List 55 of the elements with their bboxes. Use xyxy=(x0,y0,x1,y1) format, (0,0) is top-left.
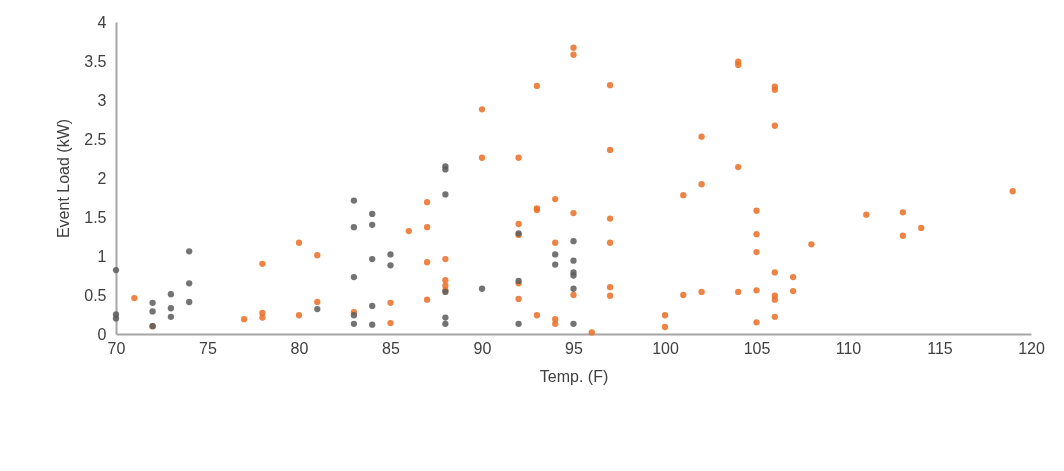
point xyxy=(369,321,376,328)
point xyxy=(570,320,577,328)
y-tick-label: 3.5 xyxy=(84,52,107,70)
y-tick-label: 4 xyxy=(97,13,107,31)
point xyxy=(369,221,376,228)
point xyxy=(570,257,577,264)
point xyxy=(350,223,358,231)
point xyxy=(350,320,358,328)
point xyxy=(167,305,175,312)
point xyxy=(570,238,577,245)
point xyxy=(186,280,193,287)
y-tick-label: 0.5 xyxy=(84,286,107,304)
y-tick-label: 0 xyxy=(97,325,107,343)
point xyxy=(112,266,120,274)
x-tick-label: 80 xyxy=(290,339,309,357)
point xyxy=(149,299,156,306)
point xyxy=(387,251,394,258)
point xyxy=(442,314,449,321)
x-axis-title: Temp. (F) xyxy=(539,367,609,385)
x-tick-label: 95 xyxy=(565,339,583,357)
point xyxy=(442,191,449,198)
point xyxy=(314,305,321,313)
point xyxy=(552,261,559,268)
point xyxy=(186,248,193,255)
point xyxy=(167,291,175,298)
x-tick-label: 85 xyxy=(382,339,400,357)
y-tick-label: 2 xyxy=(97,169,107,187)
point xyxy=(369,302,376,310)
point xyxy=(369,210,376,218)
point xyxy=(442,320,449,328)
x-tick-label: 75 xyxy=(199,339,217,357)
point xyxy=(350,273,358,281)
point xyxy=(186,298,193,306)
point xyxy=(478,285,486,292)
point xyxy=(112,315,120,322)
x-tick-label: 110 xyxy=(835,339,862,357)
point xyxy=(570,285,577,292)
y-tick-label: 2.5 xyxy=(84,130,107,148)
y-tick-label: 1 xyxy=(97,247,107,265)
x-tick-label: 90 xyxy=(473,339,492,357)
x-tick-label: 105 xyxy=(743,339,771,357)
point xyxy=(350,197,358,204)
point xyxy=(515,320,522,328)
y-tick-label: 1.5 xyxy=(84,208,107,226)
point xyxy=(369,255,376,263)
x-tick-label: 115 xyxy=(927,339,953,357)
y-axis-title: Event Load (kW) xyxy=(55,118,73,239)
point xyxy=(149,308,156,315)
x-tick-label: 100 xyxy=(652,339,679,357)
x-tick-label: 120 xyxy=(1018,339,1045,357)
point xyxy=(552,251,559,258)
x-tick-label: 70 xyxy=(107,339,126,357)
point xyxy=(387,262,394,269)
y-tick-label: 3 xyxy=(97,91,107,109)
point xyxy=(167,313,175,320)
